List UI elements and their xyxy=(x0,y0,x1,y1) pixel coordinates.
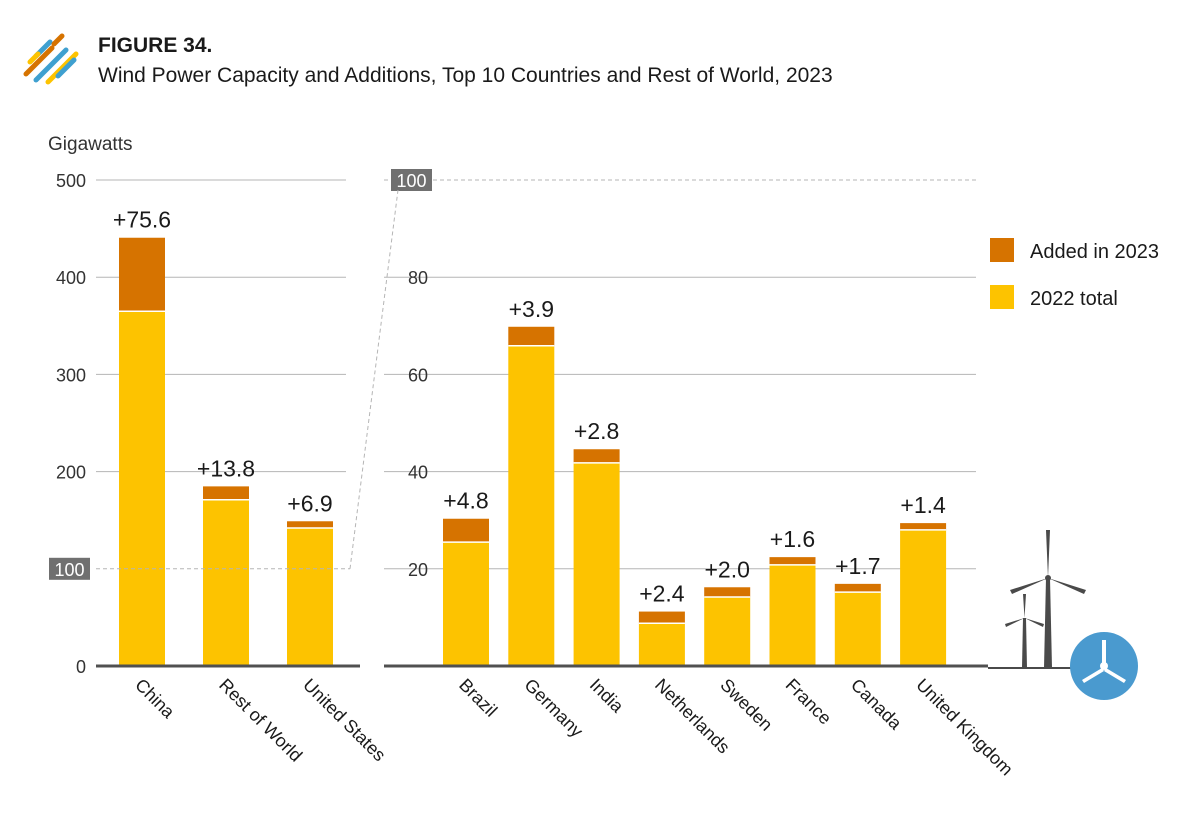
category-label: Sweden xyxy=(716,675,776,735)
legend-swatch xyxy=(990,285,1014,309)
bar-2022-india xyxy=(573,462,620,666)
data-label: +1.6 xyxy=(770,526,815,552)
bar-added-sweden xyxy=(704,587,751,597)
category-label: United States xyxy=(299,675,390,766)
bar-2022-germany xyxy=(508,345,555,666)
tick-label-80: 80 xyxy=(408,268,428,288)
tower-small xyxy=(1022,618,1027,668)
data-label: +75.6 xyxy=(113,207,171,233)
data-label: +4.8 xyxy=(443,488,488,514)
figure-label: FIGURE 34. xyxy=(98,34,213,57)
data-label: +3.9 xyxy=(509,296,554,322)
bar-2022-canada xyxy=(834,592,881,666)
blade-small-left xyxy=(1005,618,1025,627)
tick-label-100: 100 xyxy=(396,171,426,191)
y-axis-label: Gigawatts xyxy=(48,134,132,155)
bar-added-brazil xyxy=(443,518,489,543)
bar-added-india xyxy=(573,449,620,463)
blade-small-up xyxy=(1023,594,1026,618)
bar-added-united-states xyxy=(287,521,333,528)
badge-blade-right xyxy=(1104,668,1126,683)
bar-2022-netherlands xyxy=(638,623,685,666)
blade-small-right xyxy=(1024,618,1044,627)
tick-label-400: 400 xyxy=(56,268,86,288)
category-label: France xyxy=(782,675,836,729)
blade-large-left xyxy=(1010,578,1048,594)
category-label: India xyxy=(586,675,628,717)
bar-2022-china xyxy=(119,311,165,666)
category-label: Brazil xyxy=(455,675,501,721)
bar-added-germany xyxy=(508,326,555,346)
category-label: United Kingdom xyxy=(912,675,1017,780)
panel-0: 100 200 300 400 500 0 +75.6 China +13.8 Rest of W… xyxy=(49,171,390,766)
blade-large-up xyxy=(1046,530,1050,578)
blade-large-right xyxy=(1048,578,1086,594)
tick-label-60: 60 xyxy=(408,365,428,385)
data-label: +2.8 xyxy=(574,418,619,444)
bar-added-canada xyxy=(834,583,881,593)
tick-label-200: 200 xyxy=(56,463,86,483)
legend-label: Added in 2023 xyxy=(1030,241,1159,263)
legend-label: 2022 total xyxy=(1030,288,1118,310)
figure-title: Wind Power Capacity and Additions, Top 1… xyxy=(98,64,833,88)
tick-label-100: 100 xyxy=(54,560,84,580)
category-label: Rest of World xyxy=(215,675,306,766)
data-label: +1.7 xyxy=(835,553,880,579)
bar-2022-rest-of-world xyxy=(203,499,249,666)
figure-year: 2023 xyxy=(785,64,833,87)
stripes-logo-icon xyxy=(23,33,79,85)
tick-label-500: 500 xyxy=(56,171,86,191)
badge-blade-left xyxy=(1082,668,1104,683)
panel-1: 20 40 60 80 100 +4.8 Brazil +3.9 Germany +2.8 Indi… xyxy=(384,169,1017,779)
bar-added-rest-of-world xyxy=(203,486,249,500)
bar-2022-france xyxy=(769,564,816,666)
wind-turbine-icon xyxy=(988,530,1086,669)
legend: Added in 2023 2022 total xyxy=(990,238,1159,310)
legend-swatch xyxy=(990,238,1014,262)
tick-label-40: 40 xyxy=(408,463,428,483)
turbine-badge-icon xyxy=(1070,632,1138,700)
bar-2022-brazil xyxy=(443,542,489,666)
badge-blade-up xyxy=(1102,640,1106,664)
tick-tag-100 xyxy=(49,557,90,580)
bar-2022-sweden xyxy=(704,596,751,666)
bar-added-china xyxy=(119,237,165,312)
data-label: +2.0 xyxy=(704,556,749,582)
bar-2022-united-kingdom xyxy=(900,529,947,666)
tick-tag-100 xyxy=(391,169,432,191)
category-label: China xyxy=(131,675,179,723)
tick-label-0: 0 xyxy=(76,657,86,677)
tower-large xyxy=(1044,578,1052,668)
tick-label-20: 20 xyxy=(408,560,428,580)
tick-label-300: 300 xyxy=(56,365,86,385)
bar-added-netherlands xyxy=(638,611,685,624)
bar-added-france xyxy=(769,557,816,565)
bar-2022-united-states xyxy=(287,527,333,666)
category-label: Germany xyxy=(520,675,586,741)
data-label: +13.8 xyxy=(197,455,255,481)
zoom-connector xyxy=(349,189,399,569)
data-label: +6.9 xyxy=(287,490,332,516)
data-label: +1.4 xyxy=(900,492,946,518)
figure-title-text: Wind Power Capacity and Additions, Top 1… xyxy=(98,64,781,87)
category-label: Canada xyxy=(847,675,906,734)
hub-large xyxy=(1045,575,1051,581)
data-label: +2.4 xyxy=(639,581,685,607)
bar-added-united-kingdom xyxy=(900,523,947,530)
